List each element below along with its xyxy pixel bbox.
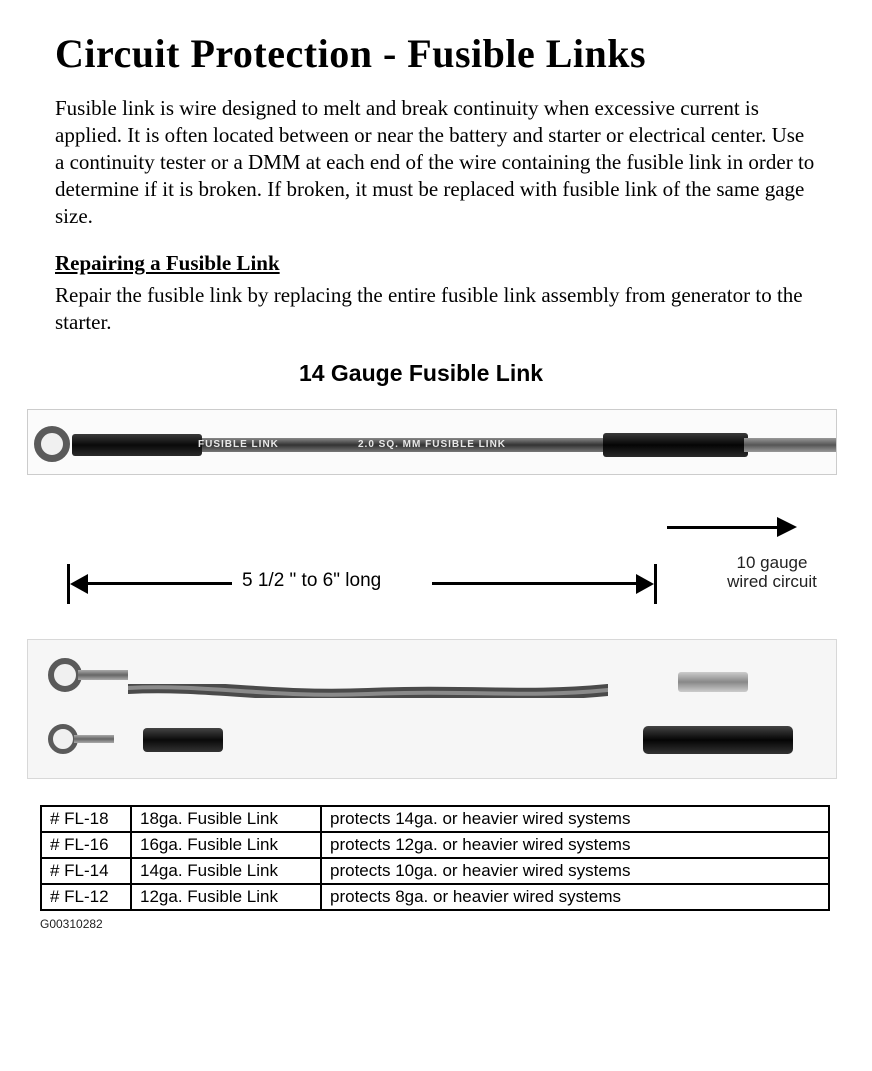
fusible-link-diagram: FUSIBLE LINK 2.0 SQ. MM FUSIBLE LINK 10 … (27, 409, 837, 619)
dimension-text: 5 1/2 " to 6" long (242, 570, 381, 592)
table-cell-name: 16ga. Fusible Link (131, 832, 321, 858)
heat-shrink-right (603, 433, 748, 457)
table-row: # FL-16 16ga. Fusible Link protects 12ga… (41, 832, 829, 858)
fusible-link-table: # FL-18 18ga. Fusible Link protects 14ga… (40, 805, 830, 911)
table-cell-code: # FL-12 (41, 884, 131, 910)
table-cell-code: # FL-14 (41, 858, 131, 884)
table-cell-name: 18ga. Fusible Link (131, 806, 321, 832)
repair-subheading: Repairing a Fusible Link (55, 251, 817, 276)
table-row: # FL-14 14ga. Fusible Link protects 10ga… (41, 858, 829, 884)
figure-title: 14 Gauge Fusible Link (25, 360, 817, 387)
wire-label-2: 2.0 SQ. MM FUSIBLE LINK (358, 439, 506, 450)
ring-terminal-small-icon (48, 724, 84, 754)
crimp-connector (678, 672, 748, 692)
table-cell-name: 14ga. Fusible Link (131, 858, 321, 884)
loose-fusible-wire (128, 684, 608, 698)
intro-paragraph: Fusible link is wire designed to melt an… (55, 95, 817, 229)
page-title: Circuit Protection - Fusible Links (55, 30, 817, 77)
repair-paragraph: Repair the fusible link by replacing the… (55, 282, 817, 336)
wire-label-1: FUSIBLE LINK (198, 439, 279, 450)
table-cell-name: 12ga. Fusible Link (131, 884, 321, 910)
wire-assembly: FUSIBLE LINK 2.0 SQ. MM FUSIBLE LINK (27, 409, 837, 475)
heat-shrink-tube-small (143, 728, 223, 752)
heat-shrink-tube-large (643, 726, 793, 754)
table-cell-code: # FL-16 (41, 832, 131, 858)
document-id: G00310282 (40, 917, 817, 931)
table-cell-desc: protects 14ga. or heavier wired systems (321, 806, 829, 832)
table-cell-code: # FL-18 (41, 806, 131, 832)
gauge-label: 10 gauge wired circuit (722, 554, 822, 591)
table-row: # FL-12 12ga. Fusible Link protects 8ga.… (41, 884, 829, 910)
circuit-wire (744, 438, 836, 452)
table-row: # FL-18 18ga. Fusible Link protects 14ga… (41, 806, 829, 832)
table-cell-desc: protects 8ga. or heavier wired systems (321, 884, 829, 910)
arrow-right-icon (667, 517, 797, 537)
components-diagram (27, 639, 837, 779)
heat-shrink-left (72, 434, 202, 456)
ring-terminal-large-icon (48, 658, 90, 692)
dimension-callout: 5 1/2 " to 6" long (67, 564, 657, 604)
table-cell-desc: protects 12ga. or heavier wired systems (321, 832, 829, 858)
table-cell-desc: protects 10ga. or heavier wired systems (321, 858, 829, 884)
